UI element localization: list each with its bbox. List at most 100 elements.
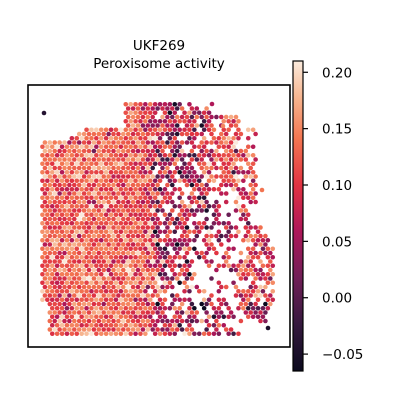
spot-point [250,127,256,133]
spot-point [106,267,111,273]
spot-point [201,118,207,124]
spot-point [62,140,67,145]
spot-point [184,259,190,264]
spot-point [143,118,148,124]
spot-point [138,254,143,260]
spot-point [74,246,80,252]
spot-point [96,225,102,230]
spot-point [214,199,219,205]
spot-point [150,225,155,230]
spot-point [214,208,219,213]
spot-point [72,250,77,256]
spot-point [160,148,165,154]
spot-point [76,318,82,324]
spot-point [233,140,239,145]
spot-point [108,195,114,201]
spot-point [101,310,106,315]
spot-point [194,123,200,128]
spot-point [216,322,222,328]
spot-point [143,101,148,107]
spot-point [219,284,224,290]
spot-point [76,182,82,188]
spot-point [226,246,231,252]
spot-point [113,246,119,252]
spot-point [111,310,116,315]
spot-point [226,314,231,320]
spot-point [128,331,133,337]
spot-point [128,246,133,252]
spot-point [103,203,109,209]
spot-point [263,310,268,315]
spot-point [130,250,136,256]
spot-point [125,233,131,239]
spot-point [265,271,271,277]
spot-point [189,191,195,196]
spot-point [57,216,62,222]
spot-point [96,182,102,188]
spot-point [162,297,168,303]
spot-point [128,263,133,269]
spot-point [111,182,116,188]
spot-point [167,110,173,116]
spot-point [221,220,227,226]
spot-point [54,220,60,226]
spot-point [260,271,266,277]
spot-point [268,267,273,273]
spot-point [241,195,246,201]
spot-point [47,165,53,171]
spot-point [84,135,89,141]
spot-point [98,186,104,192]
spot-point [59,237,65,243]
spot-point [206,246,212,252]
spot-point [263,276,268,281]
spot-point [133,331,138,337]
spot-point [69,237,75,243]
spot-point [147,144,153,150]
spot-point [133,135,138,141]
spot-point [91,293,97,298]
spot-point [54,144,60,150]
spot-point [189,174,195,179]
spot-point [145,140,151,145]
spot-point [145,174,151,179]
spot-point [138,203,143,209]
spot-point [172,229,178,235]
spot-point [174,242,180,247]
spot-point [226,331,231,337]
spot-point [108,161,114,167]
spot-point [118,169,124,175]
spot-point [130,148,136,154]
spot-point [49,220,55,226]
spot-point [130,191,136,196]
spot-point [133,186,138,192]
spot-point [243,310,249,315]
spot-point [143,203,148,209]
spot-point [167,195,173,201]
spot-point [128,152,133,158]
spot-point [145,301,151,307]
spot-point [165,140,170,145]
spot-point [40,280,45,286]
spot-point [184,140,190,145]
spot-point [64,271,70,277]
spot-point [79,305,84,311]
spot-point [263,250,268,256]
spot-point [111,250,116,256]
spot-point [62,191,67,196]
spot-point [121,327,126,332]
spot-point [245,220,251,226]
spot-point [128,305,133,311]
spot-point [135,191,141,196]
spot-point [265,246,271,252]
spot-point [189,327,195,332]
spot-point [150,310,155,315]
spot-point [167,280,173,286]
spot-point [72,165,77,171]
spot-point [162,305,168,311]
spot-point [133,161,138,167]
spot-point [233,208,239,213]
spot-point [219,165,224,171]
spot-point [101,131,106,137]
spot-point [187,203,192,209]
spot-point [177,220,182,226]
